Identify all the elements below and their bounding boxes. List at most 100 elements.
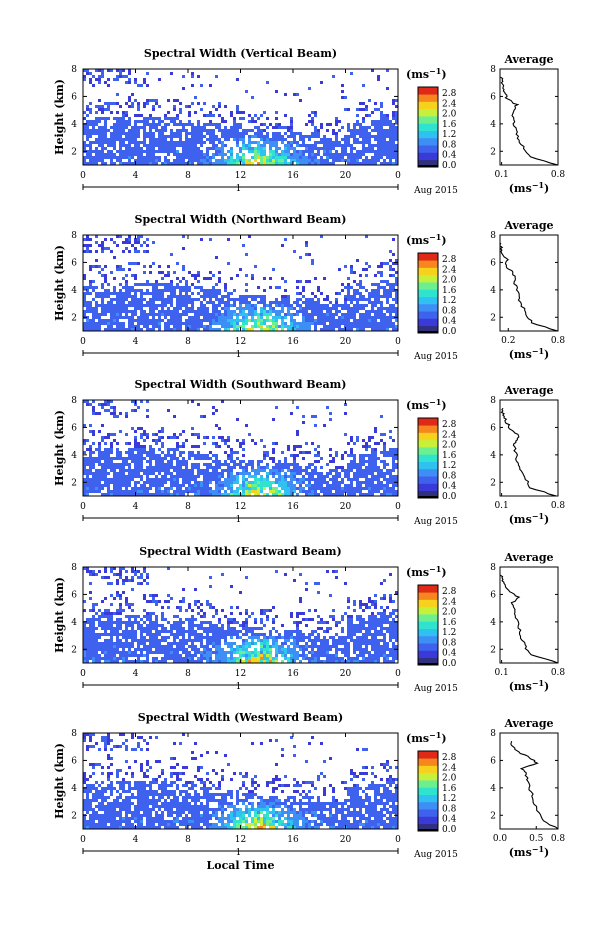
heatmap-cell: [320, 319, 323, 322]
heatmap-cell: [131, 490, 134, 493]
heatmap-cell: [215, 283, 218, 286]
heatmap-cell: [86, 156, 89, 159]
heatmap-cell: [134, 621, 137, 624]
heatmap-cell: [89, 654, 92, 657]
heatmap-cell: [236, 111, 239, 114]
heatmap-cell: [389, 469, 392, 472]
heatmap-cell: [155, 651, 158, 654]
heatmap-cell: [98, 645, 101, 648]
heatmap-cell: [95, 322, 98, 325]
heatmap-cell: [371, 111, 374, 114]
heatmap-cell: [386, 484, 389, 487]
heatmap-cell: [323, 135, 326, 138]
heatmap-cell: [236, 144, 239, 147]
heatmap-cell: [380, 460, 383, 463]
heatmap-cell: [287, 469, 290, 472]
heatmap-cell: [95, 105, 98, 108]
heatmap-cell: [95, 573, 98, 576]
heatmap-cell: [98, 141, 101, 144]
heatmap-cell: [152, 316, 155, 319]
heatmap-cell: [290, 144, 293, 147]
heatmap-cell: [83, 141, 86, 144]
heatmap-cell: [365, 135, 368, 138]
profile-y-tick-label: 6: [490, 423, 496, 433]
heatmap-cell: [311, 123, 314, 126]
heatmap-cell: [362, 322, 365, 325]
heatmap-cell: [122, 642, 125, 645]
heatmap-cell: [122, 651, 125, 654]
heatmap-cell: [179, 657, 182, 660]
heatmap-cell: [284, 147, 287, 150]
heatmap-cell: [359, 466, 362, 469]
heatmap-cell: [83, 310, 86, 313]
heatmap-cell: [272, 301, 275, 304]
heatmap-cell: [137, 475, 140, 478]
heatmap-cell: [269, 277, 272, 280]
heatmap-cell: [230, 111, 233, 114]
heatmap-cell: [374, 301, 377, 304]
heatmap-cell: [362, 102, 365, 105]
heatmap-cell: [329, 328, 332, 331]
heatmap-cell: [140, 153, 143, 156]
heatmap-cell: [302, 156, 305, 159]
heatmap-cell: [374, 430, 377, 433]
heatmap-cell: [338, 129, 341, 132]
heatmap-cell: [290, 126, 293, 129]
heatmap-cell: [131, 469, 134, 472]
heatmap-cell: [254, 325, 257, 328]
heatmap-cell: [203, 472, 206, 475]
heatmap-cell: [170, 627, 173, 630]
heatmap-cell: [101, 304, 104, 307]
colorbar-tick-label: 2.0: [442, 110, 457, 120]
heatmap-cell: [233, 138, 236, 141]
heatmap-cell: [266, 325, 269, 328]
heatmap-cell: [281, 307, 284, 310]
heatmap-cell: [224, 283, 227, 286]
heatmap-cell: [170, 457, 173, 460]
heatmap-cell: [302, 457, 305, 460]
unit-close: ): [544, 513, 549, 526]
heatmap-cell: [230, 304, 233, 307]
heatmap-cell: [98, 159, 101, 162]
heatmap-cell: [188, 307, 191, 310]
heatmap-cell: [341, 96, 344, 99]
heatmap-cell: [98, 304, 101, 307]
heatmap-cell: [368, 484, 371, 487]
heatmap-cell: [92, 313, 95, 316]
heatmap-cell: [197, 307, 200, 310]
heatmap-cell: [344, 403, 347, 406]
heatmap-cell: [230, 457, 233, 460]
heatmap-cell: [164, 487, 167, 490]
heatmap-cell: [146, 99, 149, 102]
heatmap-cell: [143, 310, 146, 313]
heatmap-cell: [101, 241, 104, 244]
heatmap-cell: [161, 618, 164, 621]
heatmap-cell: [104, 448, 107, 451]
heatmap-cell: [197, 159, 200, 162]
heatmap-cell: [152, 657, 155, 660]
heatmap-cell: [128, 642, 131, 645]
heatmap-cell: [143, 78, 146, 81]
heatmap-cell: [254, 484, 257, 487]
heatmap-cell: [119, 147, 122, 150]
heatmap-cell: [341, 156, 344, 159]
heatmap-cell: [230, 135, 233, 138]
heatmap-cell: [281, 135, 284, 138]
heatmap-cell: [185, 304, 188, 307]
heatmap-cell: [179, 642, 182, 645]
heatmap-cell: [323, 319, 326, 322]
heatmap-cell: [374, 484, 377, 487]
heatmap-cell: [335, 153, 338, 156]
heatmap-cell: [182, 472, 185, 475]
heatmap-cell: [122, 660, 125, 663]
heatmap-cell: [236, 313, 239, 316]
heatmap-cell: [386, 469, 389, 472]
heatmap-cell: [356, 469, 359, 472]
heatmap-cell: [182, 460, 185, 463]
heatmap-cell: [203, 289, 206, 292]
heatmap-cell: [176, 162, 179, 165]
heatmap-cell: [122, 298, 125, 301]
heatmap-cell: [110, 319, 113, 322]
heatmap-cell: [152, 132, 155, 135]
heatmap-cell: [305, 280, 308, 283]
